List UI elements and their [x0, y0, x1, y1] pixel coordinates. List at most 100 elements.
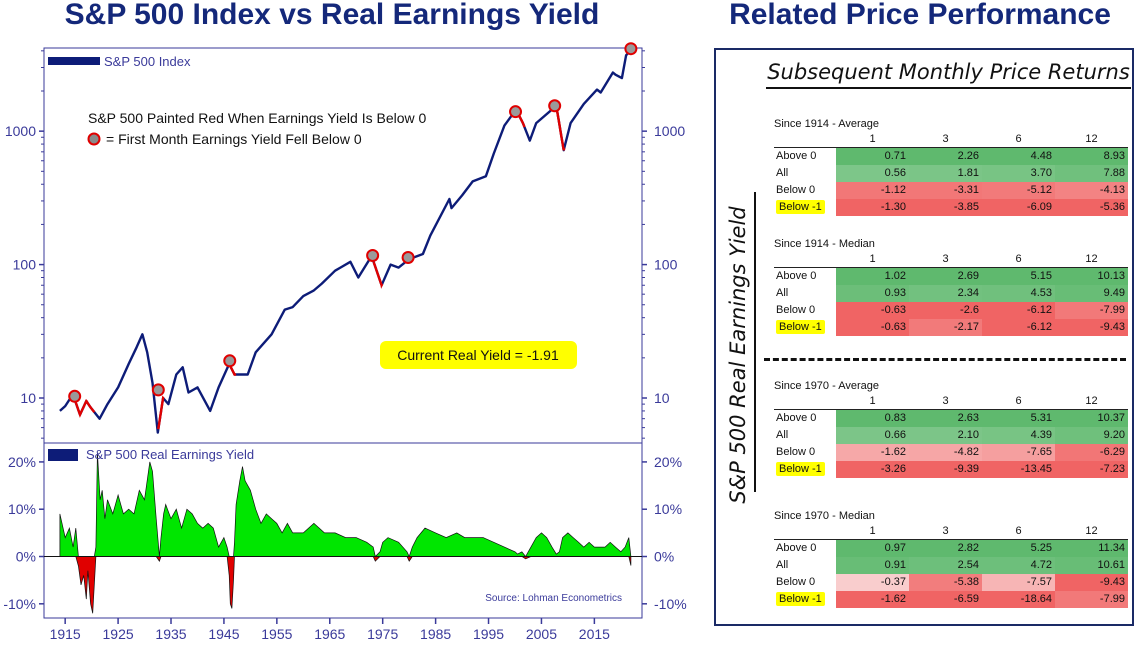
row-label: Below -1 — [776, 592, 825, 606]
return-cell: 1.02 — [836, 267, 909, 285]
row-label: Below 0 — [776, 184, 816, 196]
y2-tick-label-right: -10% — [654, 596, 687, 612]
y-tick-label-right: 1000 — [654, 123, 685, 139]
table-row: Below -1 -3.26 -9.39 -13.45 -7.23 — [774, 461, 1128, 478]
y2-tick-label-left: 0% — [16, 549, 36, 565]
header-month: 12 — [1085, 525, 1098, 537]
row-label: All — [776, 429, 789, 441]
row-label-cell: All — [774, 557, 836, 574]
return-cell: 9.20 — [1055, 427, 1128, 444]
table-row: Below 0 -1.62 -4.82 -7.65 -6.29 — [774, 444, 1128, 461]
return-cell: -4.13 — [1055, 182, 1128, 199]
return-cell: -0.63 — [836, 302, 909, 319]
return-cell: -18.64 — [982, 591, 1055, 608]
row-label: Below -1 — [776, 320, 825, 334]
return-table: 1 3 6 12 Above 0 0.83 2.63 5.31 10.37 All 0.66 2.10… — [774, 394, 1128, 478]
return-cell: -4.82 — [909, 444, 982, 461]
row-label: All — [776, 559, 789, 571]
row-label-cell: Below -1 — [774, 319, 836, 336]
header-month: 1 — [869, 133, 876, 145]
return-cell: 5.31 — [982, 409, 1055, 427]
return-cell: -6.12 — [982, 319, 1055, 336]
index-plot-frame — [43, 47, 643, 444]
yield-legend-label: S&P 500 Real Earnings Yield — [86, 447, 254, 462]
return-cell: -1.12 — [836, 182, 909, 199]
sp500-index-panel: 10 10 100 100 1000 1000 S&P 500 Index S&P 500 P… — [5, 42, 685, 444]
return-cell: -7.65 — [982, 444, 1055, 461]
performance-title: Related Price Performance — [729, 0, 1111, 31]
index-legend-swatch — [48, 57, 100, 65]
table-row: Above 0 0.83 2.63 5.31 10.37 — [774, 409, 1128, 427]
return-block: Since 1914 - Average 1 3 6 12 Above 0 0.71 2.26… — [774, 116, 1128, 216]
return-cell: 5.15 — [982, 267, 1055, 285]
header-month: 6 — [1015, 395, 1022, 407]
return-block: Since 1914 - Median 1 3 6 12 Above 0 1.02 2.69 5… — [774, 236, 1128, 336]
header-month: 1 — [869, 395, 876, 407]
first-month-marker — [401, 250, 415, 264]
vertical-label-text: S&P 500 Real Earnings Yield — [726, 206, 750, 504]
row-label: Above 0 — [776, 150, 817, 162]
row-label-cell: Below 0 — [774, 182, 836, 199]
row-label-cell: Below -1 — [774, 461, 836, 478]
return-cell: 1.81 — [909, 165, 982, 182]
x-tick-label: 1965 — [314, 626, 345, 642]
y2-tick-label-left: 20% — [8, 454, 36, 470]
vertical-label: S&P 500 Real Earnings Yield — [718, 206, 758, 503]
dashed-separator — [764, 358, 1126, 361]
return-cell: -1.30 — [836, 199, 909, 216]
row-label-cell: Below 0 — [774, 302, 836, 319]
first-month-marker — [624, 42, 638, 56]
return-cell: 0.83 — [836, 409, 909, 427]
x-tick-label: 1995 — [473, 626, 504, 642]
header-blank — [774, 524, 836, 540]
return-cell: -6.59 — [909, 591, 982, 608]
returns-subtitle: Subsequent Monthly Price Returns — [766, 60, 1131, 89]
return-table: 1 3 6 12 Above 0 0.97 2.82 5.25 11.34 All 0.91 2.54… — [774, 524, 1128, 608]
return-cell: 2.34 — [909, 285, 982, 302]
return-cell: 4.53 — [982, 285, 1055, 302]
row-label-cell: All — [774, 285, 836, 302]
header-row: 1 3 6 12 — [774, 252, 1128, 268]
x-axis: 1915 1925 1935 1945 1955 1965 1975 1985 1995 2005… — [50, 618, 610, 642]
return-cell: 2.69 — [909, 267, 982, 285]
return-block: Since 1970 - Average 1 3 6 12 Above 0 0.83 2.63… — [774, 378, 1128, 478]
annotation-marker-note: = First Month Earnings Yield Fell Below … — [106, 131, 362, 147]
row-label-cell: Below -1 — [774, 199, 836, 216]
return-cell: 2.26 — [909, 147, 982, 165]
y-tick-label-left: 100 — [13, 257, 37, 273]
block-title: Since 1914 - Median — [774, 238, 875, 250]
header-month: 6 — [1015, 525, 1022, 537]
source-label: Source: Lohman Econometrics — [485, 593, 622, 604]
return-cell: -3.26 — [836, 461, 909, 478]
header-blank — [774, 132, 836, 148]
return-cell: 8.93 — [1055, 147, 1128, 165]
x-tick-label: 2005 — [526, 626, 557, 642]
header-blank — [774, 252, 836, 268]
header-blank — [774, 394, 836, 410]
y2-tick-label-left: -10% — [3, 596, 36, 612]
header-month: 1 — [869, 525, 876, 537]
first-month-marker — [366, 248, 380, 262]
row-label-cell: Above 0 — [774, 268, 836, 286]
header-month: 6 — [1015, 133, 1022, 145]
return-cell: 7.88 — [1055, 165, 1128, 182]
table-row: Above 0 0.71 2.26 4.48 8.93 — [774, 147, 1128, 165]
first-month-marker — [151, 383, 165, 397]
return-table: 1 3 6 12 Above 0 0.71 2.26 4.48 8.93 All 0.56 1.81 3… — [774, 132, 1128, 216]
return-cell: -9.43 — [1055, 319, 1128, 336]
current-yield-highlight — [380, 341, 577, 369]
return-cell: 0.91 — [836, 557, 909, 574]
x-tick-label: 1935 — [155, 626, 186, 642]
yield-positive-area — [59, 452, 632, 558]
yield-legend-swatch — [48, 449, 78, 461]
row-label: Below 0 — [776, 576, 816, 588]
return-cell: -7.23 — [1055, 461, 1128, 478]
header-month: 3 — [942, 133, 949, 145]
current-yield-label: Current Real Yield = -1.91 — [397, 347, 559, 363]
annotation-red-note: S&P 500 Painted Red When Earnings Yield … — [88, 110, 426, 126]
row-label: All — [776, 167, 789, 179]
performance-panel: Subsequent Monthly Price Returns S&P 500… — [714, 48, 1134, 626]
return-cell: -5.36 — [1055, 199, 1128, 216]
first-month-marker — [548, 99, 562, 113]
x-tick-label: 1955 — [261, 626, 292, 642]
